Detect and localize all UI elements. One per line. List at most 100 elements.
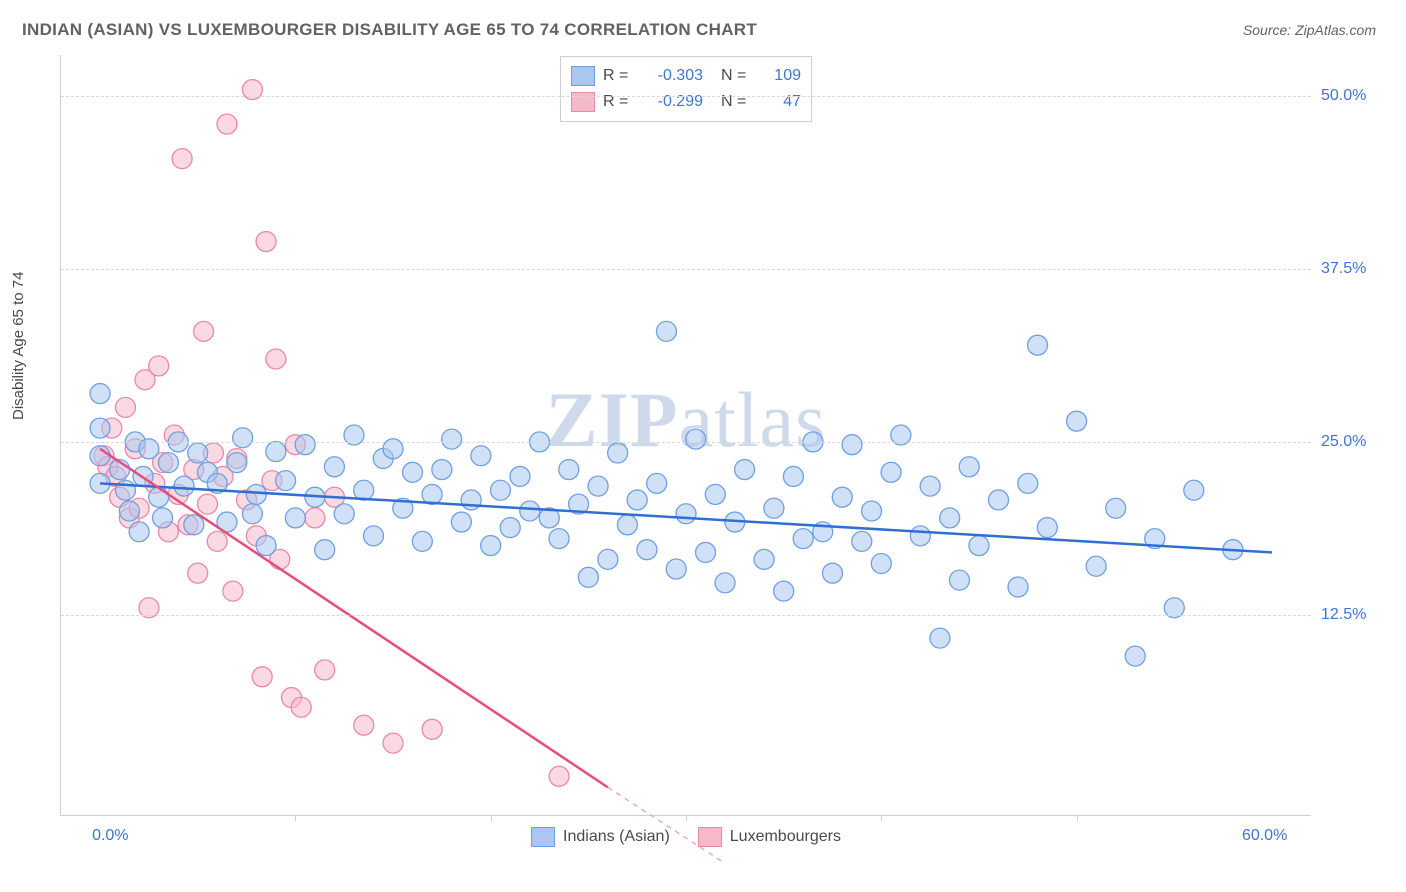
scatter-point [432, 460, 452, 480]
scatter-point [598, 549, 618, 569]
scatter-point [676, 504, 696, 524]
legend-swatch [698, 827, 722, 847]
chart-title: INDIAN (ASIAN) VS LUXEMBOURGER DISABILIT… [22, 20, 757, 40]
scatter-point [324, 457, 344, 477]
legend-series-item: Indians (Asian) [531, 827, 670, 847]
y-axis-label: Disability Age 65 to 74 [10, 272, 27, 420]
scatter-point [852, 531, 872, 551]
scatter-point [149, 487, 169, 507]
scatter-point [1067, 411, 1087, 431]
scatter-point [315, 540, 335, 560]
scatter-point [920, 476, 940, 496]
legend-series-item: Luxembourgers [698, 827, 841, 847]
scatter-point [197, 494, 217, 514]
scatter-point [940, 508, 960, 528]
scatter-point [617, 515, 637, 535]
x-minor-tick [1077, 815, 1078, 821]
scatter-point [266, 442, 286, 462]
scatter-point [715, 573, 735, 593]
scatter-point [129, 522, 149, 542]
scatter-point [969, 536, 989, 556]
scatter-point [354, 715, 374, 735]
scatter-point [500, 518, 520, 538]
x-minor-tick [491, 815, 492, 821]
scatter-point [520, 501, 540, 521]
scatter-point [115, 397, 135, 417]
scatter-point [172, 149, 192, 169]
scatter-point [383, 733, 403, 753]
x-minor-tick [295, 815, 296, 821]
scatter-point [242, 504, 262, 524]
scatter-point [174, 476, 194, 496]
gridline [61, 269, 1311, 270]
scatter-point [252, 667, 272, 687]
scatter-point [842, 435, 862, 455]
scatter-point [412, 531, 432, 551]
scatter-point [1106, 498, 1126, 518]
scatter-point [90, 446, 110, 466]
scatter-point [266, 349, 286, 369]
scatter-point [403, 462, 423, 482]
scatter-point [153, 508, 173, 528]
x-minor-tick [686, 815, 687, 821]
scatter-point [451, 512, 471, 532]
scatter-point [291, 697, 311, 717]
scatter-point [754, 549, 774, 569]
x-tick-label: 0.0% [92, 827, 128, 845]
scatter-point [647, 473, 667, 493]
scatter-point [1018, 473, 1038, 493]
plot-svg [61, 55, 1311, 815]
scatter-point [1086, 556, 1106, 576]
scatter-point [881, 462, 901, 482]
scatter-point [1125, 646, 1145, 666]
scatter-point [783, 466, 803, 486]
scatter-point [705, 484, 725, 504]
scatter-point [90, 418, 110, 438]
plot-area: ZIPatlas R =-0.303N =109R =-0.299N =47 I… [60, 55, 1311, 816]
scatter-point [510, 466, 530, 486]
scatter-point [1028, 335, 1048, 355]
scatter-point [481, 536, 501, 556]
scatter-point [364, 526, 384, 546]
legend-series-label: Luxembourgers [730, 828, 841, 846]
scatter-point [774, 581, 794, 601]
y-tick-label: 12.5% [1321, 606, 1381, 624]
y-tick-label: 25.0% [1321, 433, 1381, 451]
scatter-point [184, 515, 204, 535]
scatter-point [188, 443, 208, 463]
scatter-point [246, 484, 266, 504]
scatter-point [233, 428, 253, 448]
scatter-point [949, 570, 969, 590]
scatter-point [666, 559, 686, 579]
legend-series-label: Indians (Asian) [563, 828, 670, 846]
gridline [61, 615, 1311, 616]
y-tick-label: 37.5% [1321, 260, 1381, 278]
scatter-point [256, 536, 276, 556]
scatter-point [686, 429, 706, 449]
scatter-point [578, 567, 598, 587]
scatter-point [295, 435, 315, 455]
trend-line-dashed [608, 787, 725, 863]
scatter-point [637, 540, 657, 560]
scatter-point [822, 563, 842, 583]
scatter-point [1184, 480, 1204, 500]
scatter-point [930, 628, 950, 648]
scatter-point [735, 460, 755, 480]
x-minor-tick [881, 815, 882, 821]
scatter-point [832, 487, 852, 507]
scatter-point [549, 529, 569, 549]
legend-series: Indians (Asian) Luxembourgers [531, 827, 841, 847]
scatter-point [315, 660, 335, 680]
scatter-point [334, 504, 354, 524]
scatter-point [149, 356, 169, 376]
scatter-point [285, 508, 305, 528]
scatter-point [1037, 518, 1057, 538]
scatter-point [1008, 577, 1028, 597]
scatter-point [793, 529, 813, 549]
scatter-point [119, 501, 139, 521]
scatter-point [559, 460, 579, 480]
scatter-point [764, 498, 784, 518]
scatter-point [871, 554, 891, 574]
legend-swatch [531, 827, 555, 847]
scatter-point [588, 476, 608, 496]
